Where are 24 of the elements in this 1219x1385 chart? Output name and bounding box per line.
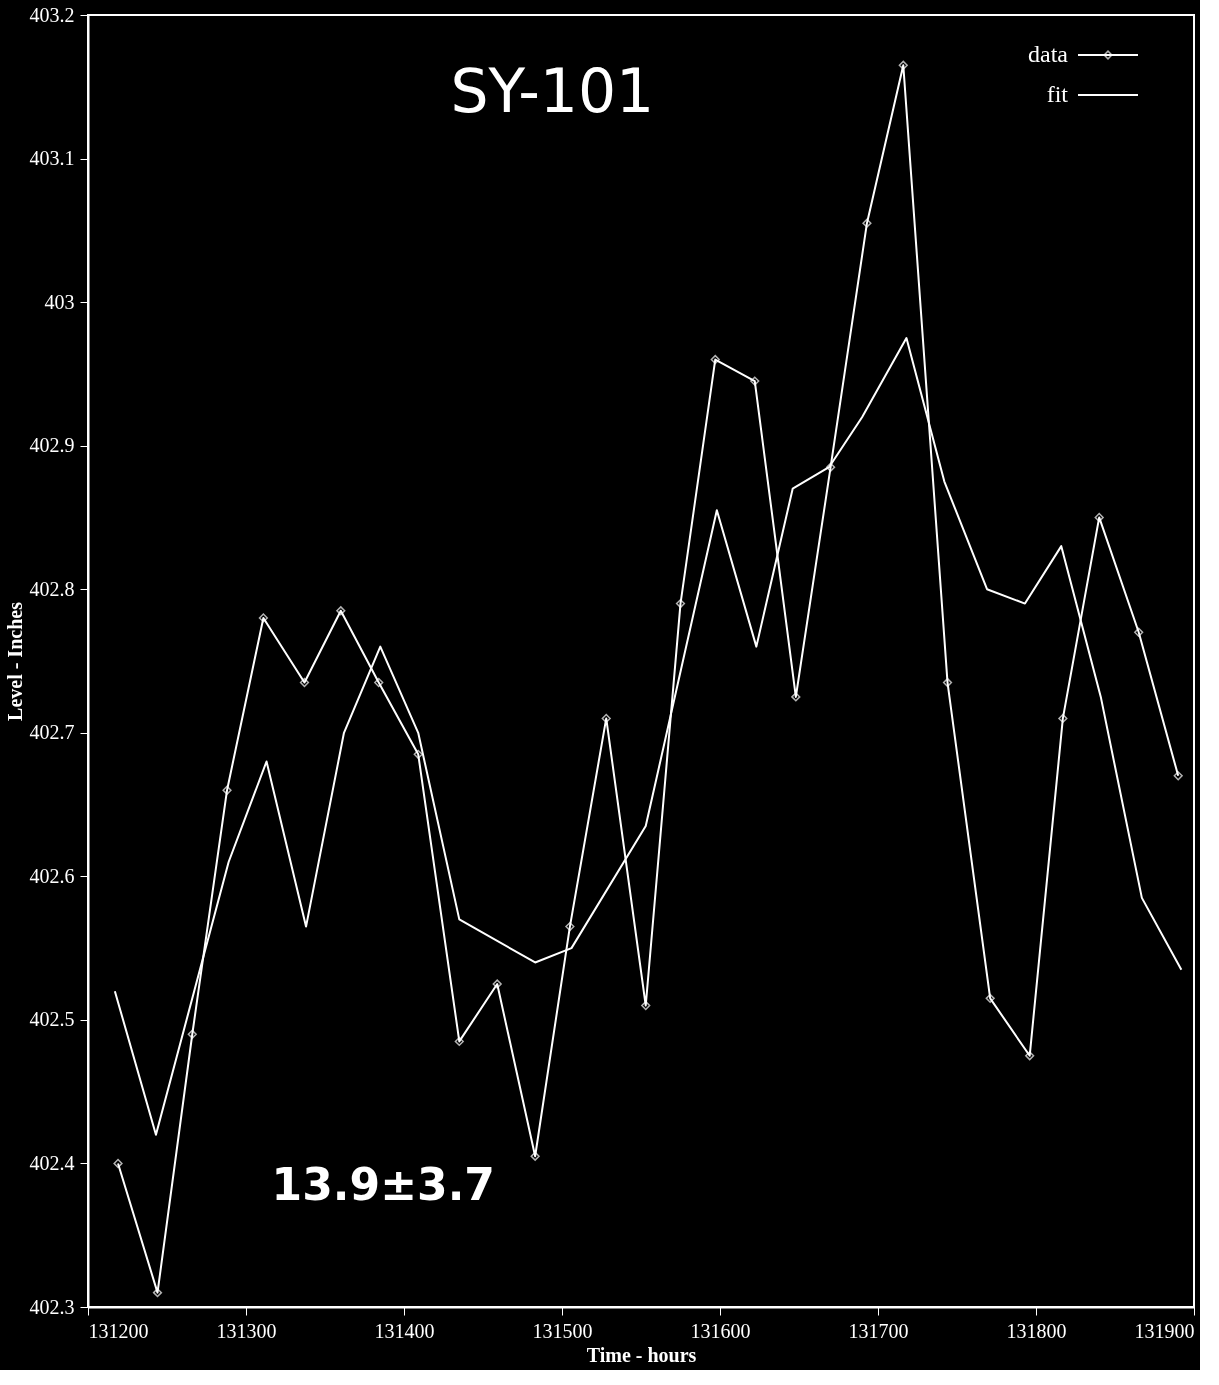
- x-axis-title: Time - hours: [586, 1343, 697, 1366]
- x-tick-label: 131900: [1134, 1319, 1195, 1342]
- x-tick-label: 131400: [374, 1319, 435, 1342]
- y-tick-label: 403.1: [29, 147, 75, 170]
- legend-label: fit: [1046, 81, 1069, 107]
- x-tick-label: 131300: [216, 1319, 277, 1342]
- y-tick-label: 402.3: [29, 1295, 75, 1318]
- annotation: 13.9±3.7: [271, 1158, 495, 1210]
- y-axis-title: Level - Inches: [3, 601, 26, 721]
- y-tick-label: 402.4: [29, 1151, 75, 1174]
- x-tick-label: 131800: [1006, 1319, 1067, 1342]
- x-tick-label: 131200: [88, 1319, 149, 1342]
- legend-label: data: [1028, 41, 1069, 67]
- y-tick-label: 403.2: [29, 3, 75, 26]
- y-tick-label: 403: [44, 290, 75, 313]
- y-tick-label: 402.6: [29, 864, 75, 887]
- x-tick-label: 131500: [532, 1319, 593, 1342]
- y-tick-label: 402.9: [29, 434, 75, 457]
- text: SY-101: [450, 56, 655, 126]
- y-tick-label: 402.8: [29, 577, 75, 600]
- x-tick-label: 131600: [690, 1319, 751, 1342]
- y-tick-label: 402.7: [29, 721, 75, 744]
- y-tick-label: 402.5: [29, 1008, 75, 1031]
- x-tick-label: 131700: [848, 1319, 909, 1342]
